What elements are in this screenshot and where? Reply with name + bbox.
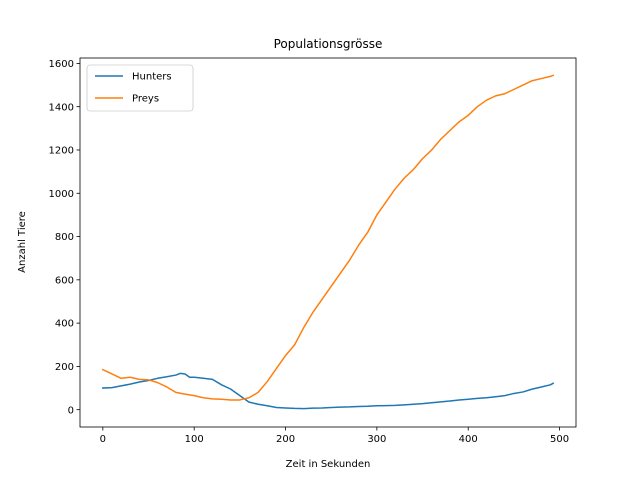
legend-label-preys: Preys [132,94,159,105]
y-tick-label: 0 [68,405,74,416]
chart-title: Populationsgrösse [274,37,383,51]
y-tick-label: 800 [55,232,74,243]
y-tick-label: 1200 [49,146,74,157]
y-tick-label: 1000 [49,189,74,200]
y-tick-label: 600 [55,275,74,286]
axes-layer: 0 100 200 300 400 500 0 200 400 600 800 1000 1200 140… [49,57,577,445]
y-tick-label: 1400 [49,102,74,113]
y-axis-label: Anzahl Tiere [17,211,28,273]
x-axis-label: Zeit in Sekunden [286,459,371,470]
legend-label-hunters: Hunters [132,72,172,83]
series-line-hunters [102,372,555,410]
y-tick-label: 200 [55,362,74,373]
x-tick-label: 300 [367,434,386,445]
y-tick-label: 400 [55,319,74,330]
y-tick-label: 1600 [49,59,74,70]
x-tick-label: 200 [276,434,295,445]
x-tick-label: 500 [550,434,569,445]
x-tick-label: 100 [185,434,204,445]
x-tick-label: 0 [100,434,106,445]
series-line-preys [101,74,555,401]
series-layer [101,74,555,410]
x-tick-label: 400 [459,434,478,445]
plot-area-frame [79,57,577,428]
legend: Hunters Preys [86,64,194,112]
